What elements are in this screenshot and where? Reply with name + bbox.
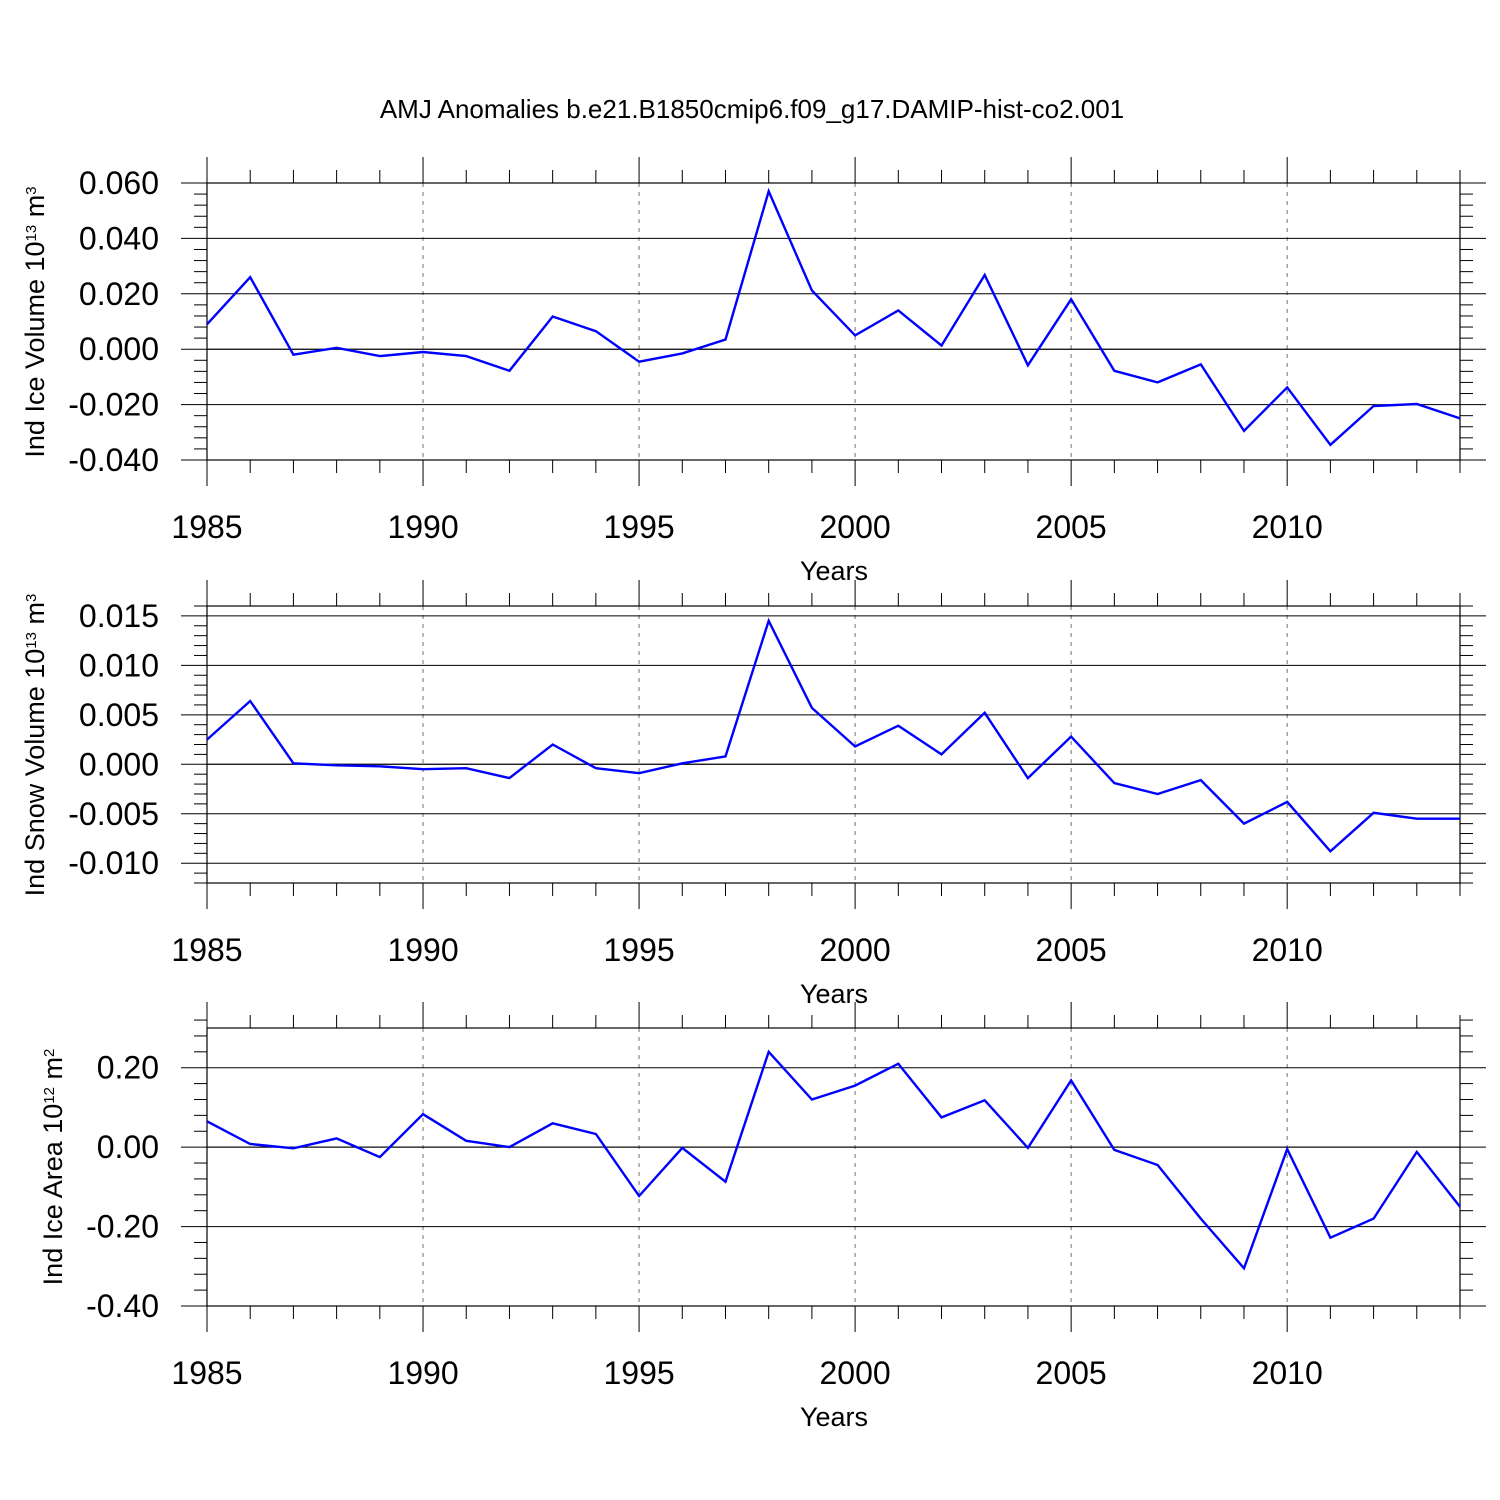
y-tick-label: 0.005 — [79, 697, 159, 733]
x-tick-label: 2010 — [1252, 932, 1323, 968]
x-tick-label: 2000 — [820, 932, 891, 968]
y-tick-label: -0.010 — [68, 845, 159, 881]
y-tick-label: -0.040 — [68, 442, 159, 478]
plot-frame — [206, 1027, 1461, 1307]
y-axis-label: Ind Ice Area 1012 m2 — [38, 1049, 68, 1286]
panel-2: 0.015 0.010 0.005 0.000 -0.005 -0.010 1985 1990… — [20, 580, 1486, 1009]
panel-3: 0.20 0.00 -0.20 -0.40 1985 1990 1995 2000 2005 20… — [38, 1002, 1486, 1432]
x-tick-label: 2005 — [1036, 1355, 1107, 1391]
x-tick-label: 1985 — [171, 509, 242, 545]
y-axis-label-superscript: 13 — [23, 225, 40, 242]
x-tick-label: 1995 — [603, 509, 674, 545]
x-tick-label: 2005 — [1036, 509, 1107, 545]
y-tick-label: 0.040 — [79, 220, 159, 256]
x-tick-label: 1990 — [387, 509, 458, 545]
x-tick-label: 1990 — [387, 932, 458, 968]
y-tick-label: 0.020 — [79, 276, 159, 312]
y-tick-label: 0.060 — [79, 165, 159, 201]
plot-frame — [206, 182, 1461, 461]
series-line — [206, 617, 1460, 854]
y-axis-label-superscript: 3 — [23, 186, 40, 194]
series-line — [206, 1049, 1461, 1271]
series-line — [206, 187, 1461, 447]
y-tick-label: 0.000 — [79, 746, 159, 782]
y-tick-label: 0.010 — [79, 647, 159, 683]
x-axis-label: Years — [800, 979, 868, 1009]
x-tick-label: 2010 — [1252, 509, 1323, 545]
y-axis-label-superscript: 3 — [23, 594, 40, 602]
x-tick-label: 1985 — [171, 1355, 242, 1391]
y-axis-label-part: m — [20, 602, 50, 632]
x-axis-label: Years — [800, 556, 868, 586]
y-axis-label-superscript: 13 — [23, 632, 40, 649]
x-tick-label: 1995 — [603, 1355, 674, 1391]
y-tick-label: 0.20 — [97, 1050, 159, 1086]
y-axis-label-part: Ind Ice Volume 10 — [20, 241, 50, 457]
y-axis-label-superscript: 12 — [41, 1087, 58, 1104]
y-tick-label: 0.000 — [79, 331, 159, 367]
y-tick-label: -0.40 — [86, 1288, 159, 1324]
y-axis-label-part: Ind Ice Area 10 — [38, 1104, 68, 1286]
y-axis-label-superscript: 2 — [41, 1049, 58, 1057]
x-axis-label: Years — [800, 1402, 868, 1432]
panels: 0.060 0.040 0.020 0.000 -0.020 -0.040 1985 1990… — [20, 157, 1486, 1432]
plot-frame — [206, 605, 1461, 884]
x-tick-label: 2010 — [1252, 1355, 1323, 1391]
x-tick-label: 2000 — [820, 509, 891, 545]
y-axis-label: Ind Ice Volume 1013 m3 — [20, 186, 50, 457]
chart-title: AMJ Anomalies b.e21.B1850cmip6.f09_g17.D… — [380, 94, 1124, 124]
x-tick-label: 1985 — [171, 932, 242, 968]
y-axis-label-part: Ind Snow Volume 10 — [20, 649, 50, 897]
x-tick-label: 1990 — [387, 1355, 458, 1391]
panel-1: 0.060 0.040 0.020 0.000 -0.020 -0.040 1985 1990… — [20, 157, 1486, 586]
y-tick-label: -0.020 — [68, 387, 159, 423]
y-tick-label: -0.20 — [86, 1209, 159, 1245]
x-tick-label: 2000 — [820, 1355, 891, 1391]
y-axis-label: Ind Snow Volume 1013 m3 — [20, 594, 50, 897]
x-tick-label: 1995 — [603, 932, 674, 968]
y-axis-label-part: m — [20, 195, 50, 225]
y-tick-label: -0.005 — [68, 796, 159, 832]
y-tick-label: 0.00 — [97, 1129, 159, 1165]
y-tick-label: 0.015 — [79, 598, 159, 634]
y-axis-label-part: m — [38, 1057, 68, 1087]
x-tick-label: 2005 — [1036, 932, 1107, 968]
